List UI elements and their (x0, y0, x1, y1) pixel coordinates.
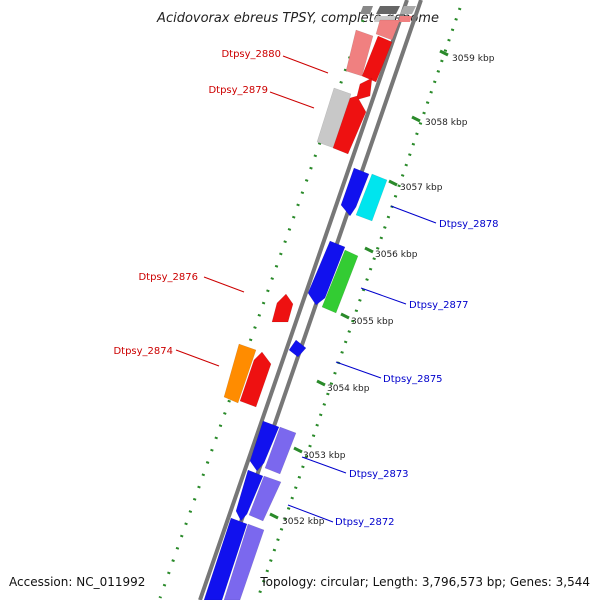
gene-label-dtpsy-2880[interactable]: Dtpsy_2880 (221, 49, 281, 60)
gene-label-dtpsy-2872[interactable]: Dtpsy_2872 (335, 517, 395, 528)
gene-label-dtpsy-2875[interactable]: Dtpsy_2875 (383, 374, 443, 385)
gene-2879-arrow[interactable] (332, 95, 367, 155)
gene-label-dtpsy-2877[interactable]: Dtpsy_2877 (409, 300, 469, 311)
gene-top-partial (400, 6, 416, 14)
gene-bottom-left-arrow[interactable] (203, 517, 248, 600)
gene-2874-partner-arrow[interactable] (239, 351, 272, 408)
kbp-label: 3059 kbp (452, 54, 495, 64)
gene-2872-left-arrow[interactable] (235, 469, 264, 522)
gene-top-partial (376, 6, 400, 14)
gene-top-partial (398, 16, 412, 22)
label-leaders (175, 55, 437, 523)
right-gene-labels: Dtpsy_2878 Dtpsy_2877 Dtpsy_2875 Dtpsy_2… (335, 219, 499, 528)
gene-2879-small-arrow[interactable] (355, 77, 373, 101)
gene-2874-arrow[interactable] (223, 343, 257, 404)
gene-label-dtpsy-2873[interactable]: Dtpsy_2873 (349, 469, 409, 480)
topology-text: Topology: circular; Length: 3,796,573 bp… (259, 575, 590, 589)
gene-2872-arrow[interactable] (248, 475, 282, 522)
gene-bottom-arrow[interactable] (223, 523, 265, 600)
kbp-label: 3052 kbp (282, 517, 325, 527)
accession-text: Accession: NC_011992 (9, 575, 145, 589)
gene-2877-left-arrow[interactable] (307, 240, 346, 306)
kbp-tick-marks (269, 49, 449, 520)
kbp-label: 3058 kbp (425, 118, 468, 128)
gene-features (203, 6, 416, 600)
map-title: Acidovorax ebreus TPSY, complete genome (156, 11, 439, 26)
kbp-label: 3054 kbp (327, 384, 370, 394)
kbp-label: 3053 kbp (303, 451, 346, 461)
gene-2877-arrow[interactable] (321, 249, 359, 314)
kbp-label: 3057 kbp (400, 183, 443, 193)
gene-2880-shadow-head[interactable] (375, 19, 401, 41)
gene-label-dtpsy-2876[interactable]: Dtpsy_2876 (138, 272, 198, 283)
gene-2878-left-arrow[interactable] (340, 167, 370, 217)
kbp-labels: 3059 kbp 3058 kbp 3057 kbp 3056 kbp 3055… (282, 54, 495, 527)
gene-label-dtpsy-2879[interactable]: Dtpsy_2879 (208, 85, 268, 96)
left-gene-labels: Dtpsy_2880 Dtpsy_2879 Dtpsy_2876 Dtpsy_2… (113, 49, 281, 357)
gene-top-partial (360, 6, 373, 14)
gene-2873-left-arrow[interactable] (249, 420, 280, 472)
gene-2880-arrow[interactable] (361, 35, 393, 83)
kbp-label: 3055 kbp (351, 317, 394, 327)
backbone-outer (198, 0, 409, 600)
kbp-label: 3056 kbp (375, 250, 418, 260)
gene-2873-arrow[interactable] (264, 426, 297, 475)
gene-label-dtpsy-2878[interactable]: Dtpsy_2878 (439, 219, 499, 230)
gene-2878-arrow[interactable] (355, 173, 388, 222)
gene-2876-arrow[interactable] (271, 293, 294, 323)
gene-label-dtpsy-2874[interactable]: Dtpsy_2874 (113, 346, 173, 357)
gene-2875-arrow[interactable] (288, 339, 307, 358)
